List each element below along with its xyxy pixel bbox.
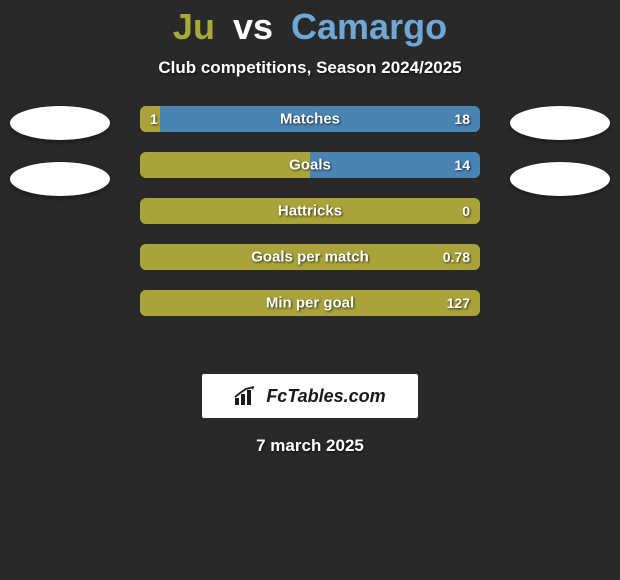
vs-text: vs: [233, 6, 273, 47]
stat-row: Matches118: [140, 106, 480, 132]
bar-fill-left: [140, 290, 480, 316]
bar-fill-left: [140, 244, 480, 270]
comparison-card: Ju vs Camargo Club competitions, Season …: [0, 0, 620, 580]
bar-fill-left: [140, 106, 160, 132]
brand-text: FcTables.com: [266, 386, 385, 407]
bar-fill-left: [140, 198, 480, 224]
player2-club-badge: [510, 106, 610, 140]
bar-fill-right: [160, 106, 480, 132]
brand-chart-icon: [234, 386, 258, 406]
bar-fill-right: [310, 152, 480, 178]
bar-fill-left: [140, 152, 310, 178]
player1-country-badge: [10, 162, 110, 196]
right-badges: [500, 106, 620, 196]
stat-bars: Matches118 Goals14 Hattricks0 Goals per mat…: [140, 106, 480, 336]
page-title: Ju vs Camargo: [0, 0, 620, 48]
stat-row: Min per goal127: [140, 290, 480, 316]
player1-name: Ju: [173, 6, 215, 47]
footer-date: 7 march 2025: [0, 436, 620, 456]
stat-row: Goals per match0.78: [140, 244, 480, 270]
stat-row: Goals14: [140, 152, 480, 178]
content-area: Matches118 Goals14 Hattricks0 Goals per mat…: [0, 106, 620, 366]
stat-row: Hattricks0: [140, 198, 480, 224]
subtitle: Club competitions, Season 2024/2025: [0, 58, 620, 78]
player2-name: Camargo: [291, 6, 447, 47]
brand-badge[interactable]: FcTables.com: [202, 374, 418, 418]
player2-country-badge: [510, 162, 610, 196]
player1-club-badge: [10, 106, 110, 140]
left-badges: [0, 106, 120, 196]
